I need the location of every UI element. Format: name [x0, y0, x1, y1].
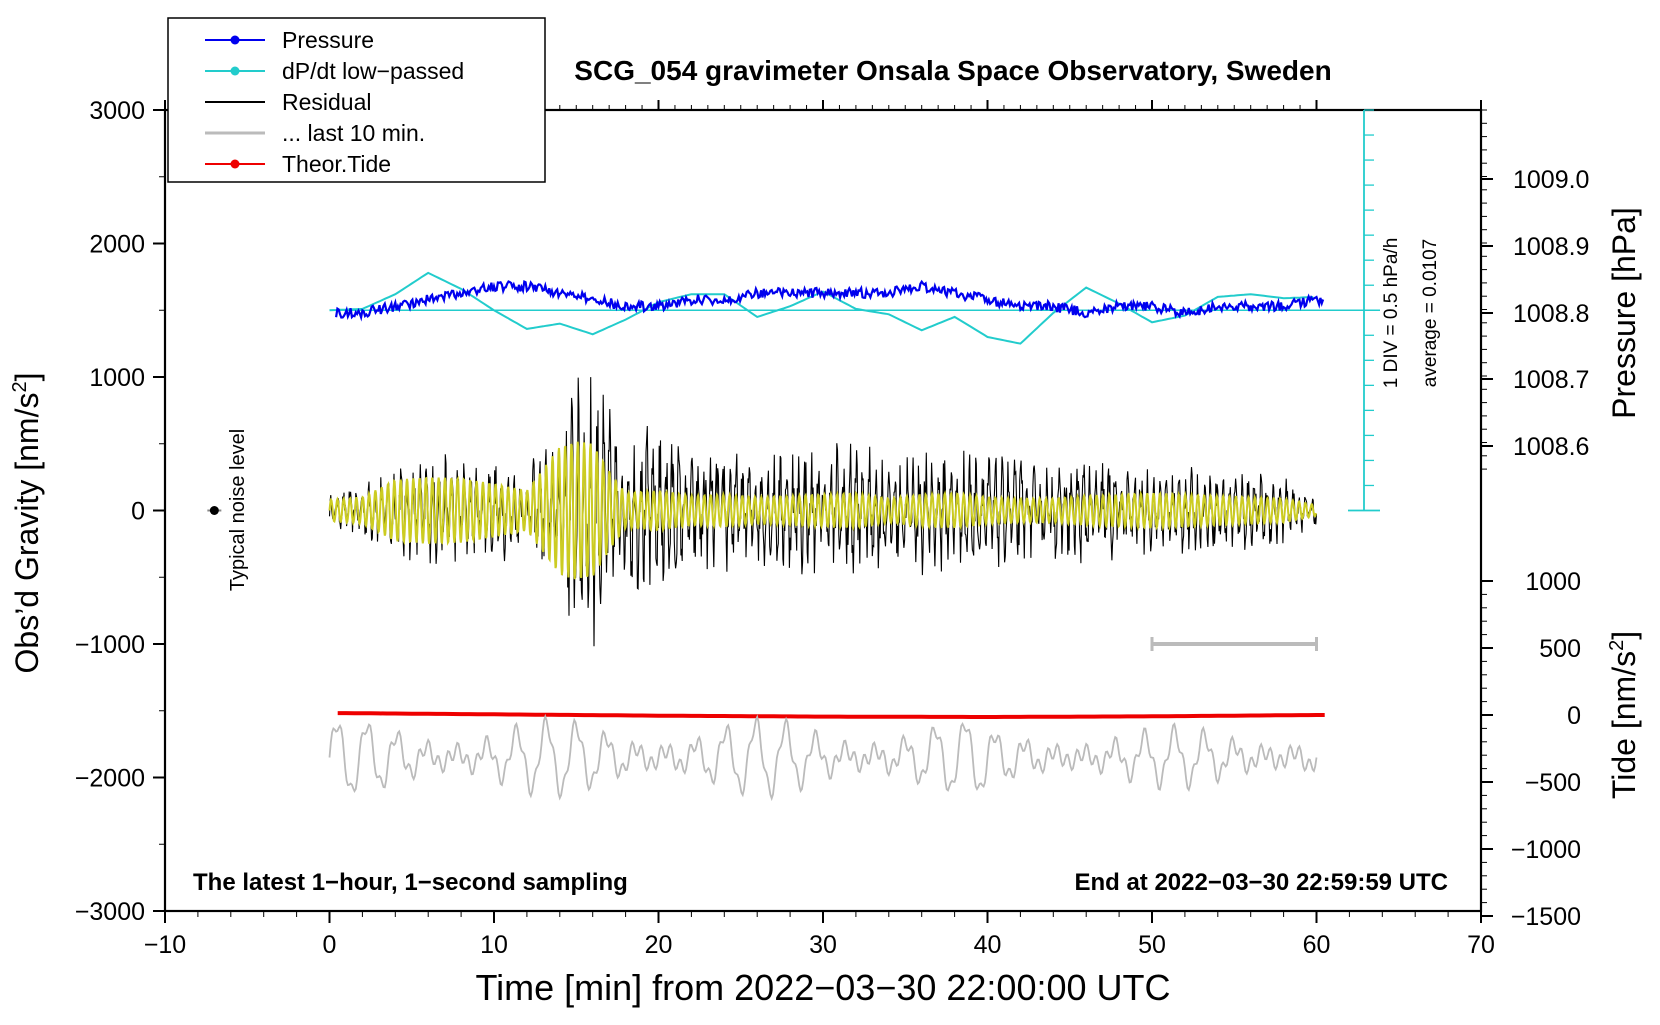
x-tick-label: 60 — [1303, 931, 1331, 959]
x-tick-label: 30 — [809, 931, 837, 959]
pressure-tick-label: 1008.8 — [1513, 300, 1589, 328]
x-tick-label: −10 — [144, 931, 186, 959]
x-tick-label: 10 — [480, 931, 508, 959]
y-axis-label-main-sup: 2 — [9, 381, 31, 392]
y-tick-label: 1000 — [89, 364, 145, 392]
legend-label: Residual — [282, 89, 372, 115]
pressure-tick-label: 1008.9 — [1513, 233, 1589, 261]
noise-level-label: Typical noise level — [227, 429, 249, 591]
note-end-time: End at 2022−03−30 22:59:59 UTC — [1074, 869, 1448, 896]
residual-filtered-line — [328, 441, 1317, 580]
x-tick-label: 50 — [1138, 931, 1166, 959]
scale-div-label: 1 DIV = 0.5 hPa/h — [1381, 238, 1402, 389]
tide-tick-label: −500 — [1525, 769, 1581, 797]
x-tick-label: 0 — [323, 931, 337, 959]
y-axis-label-main-tail: ] — [9, 373, 45, 382]
tide-tick-label: −1500 — [1511, 903, 1581, 931]
x-tick-label: 40 — [974, 931, 1002, 959]
y-axis-label-tide: Tide [nm/s2] — [1606, 631, 1642, 799]
legend-label: Pressure — [282, 27, 374, 53]
y-axis-label-tide-sup: 2 — [1606, 640, 1628, 651]
y-axis-label-tide-tail: ] — [1606, 631, 1642, 640]
legend: Pressure dP/dt low−passed Residual ... last… — [167, 17, 546, 183]
note-sampling: The latest 1−hour, 1−second sampling — [193, 869, 628, 896]
legend-marker — [230, 66, 240, 76]
y-tick-label: −3000 — [75, 898, 145, 926]
tide-tick-label: −1000 — [1511, 836, 1581, 864]
y-tick-label: −2000 — [75, 765, 145, 793]
y-tick-label: 2000 — [89, 231, 145, 259]
legend-box — [167, 17, 546, 183]
pressure-tick-label: 1008.7 — [1513, 366, 1589, 394]
pressure-line — [335, 279, 1325, 322]
y-axis-label-tide-text: Tide [nm/s — [1606, 651, 1642, 799]
x-axis-label: Time [min] from 2022−03−30 22:00:00 UTC — [475, 967, 1170, 1008]
legend-marker — [230, 159, 240, 169]
tide-tick-label: 0 — [1567, 702, 1581, 730]
legend-label: ... last 10 min. — [282, 120, 425, 146]
scale-avg-label: average = 0.0107 — [1420, 239, 1441, 387]
legend-marker — [230, 35, 240, 45]
legend-label: Theor.Tide — [282, 151, 391, 177]
y-axis-label-main-text: Obs’d Gravity [nm/s — [9, 393, 45, 674]
tide-tick-label: 500 — [1539, 635, 1581, 663]
x-tick-label: 70 — [1467, 931, 1495, 959]
y-axis-label-main: Obs’d Gravity [nm/s2] — [9, 373, 45, 674]
tide-line — [337, 711, 1325, 719]
x-tick-label: 20 — [645, 931, 673, 959]
chart-title: SCG_054 gravimeter Onsala Space Observat… — [574, 55, 1331, 86]
noise-level-dot — [209, 506, 219, 515]
y-tick-label: −1000 — [75, 631, 145, 659]
last10-line — [328, 713, 1318, 802]
tide-tick-label: 1000 — [1525, 568, 1581, 596]
pressure-tick-label: 1009.0 — [1513, 166, 1589, 194]
y-tick-label: 3000 — [89, 97, 145, 125]
pressure-tick-label: 1008.6 — [1513, 433, 1589, 461]
y-tick-label: 0 — [131, 498, 145, 526]
legend-label: dP/dt low−passed — [282, 58, 464, 84]
y-axis-label-pressure: Pressure [hPa] — [1606, 207, 1642, 419]
